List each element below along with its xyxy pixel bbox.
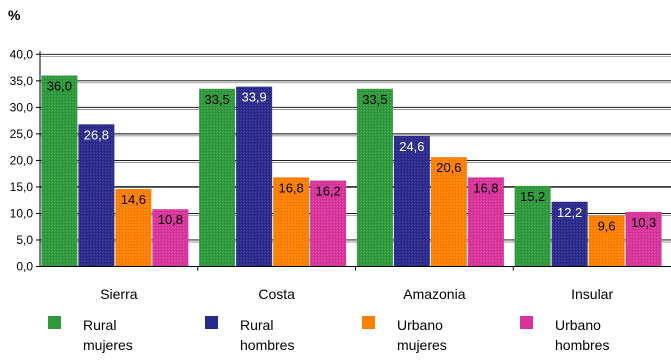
legend-swatch	[48, 316, 61, 329]
bar-texture	[152, 209, 189, 267]
bar-texture	[356, 88, 393, 267]
data-label: 16,8	[278, 180, 303, 195]
legend-swatch	[205, 316, 218, 329]
data-label: 15,2	[520, 189, 545, 204]
bars: 36,0 26,8 14,6 10,8 33,5 33,9 16,8 16,2 33,5 24,6…	[41, 75, 662, 267]
data-label: 16,8	[473, 180, 498, 195]
bar-texture	[393, 135, 430, 267]
legend-item: Rural hombres	[205, 316, 294, 353]
bar-texture	[236, 86, 273, 267]
bar-texture	[588, 215, 625, 267]
y-tick-label: 0,0	[16, 260, 33, 274]
bar-texture	[310, 180, 347, 267]
x-tick-label: Amazonia	[403, 286, 465, 302]
y-tick-label: 25,0	[10, 127, 34, 141]
legend-label: Rural	[83, 317, 116, 333]
bar-texture	[41, 75, 78, 267]
data-label: 9,6	[598, 219, 616, 234]
legend-label: mujeres	[83, 337, 133, 353]
y-tick-label: 10,0	[10, 206, 34, 220]
legend-swatch	[362, 316, 375, 329]
legend-label: hombres	[555, 337, 609, 353]
y-tick-label: 30,0	[10, 100, 34, 114]
bar-texture	[115, 189, 152, 267]
legend-label: Urbano	[397, 317, 443, 333]
bar-texture	[78, 124, 115, 267]
bar-texture	[467, 177, 504, 267]
data-label: 12,2	[557, 205, 582, 220]
y-axis-label: %	[8, 7, 21, 23]
bar-texture	[273, 177, 310, 267]
gridlines	[40, 53, 671, 243]
x-tick-label: Insular	[571, 286, 613, 302]
legend-item: Urbano hombres	[520, 316, 609, 353]
data-label: 16,2	[315, 184, 340, 199]
legend-label: Urbano	[555, 317, 601, 333]
data-label: 10,3	[631, 215, 656, 230]
x-axis: Sierra Costa Amazonia Insular	[39, 51, 671, 302]
bar-texture	[199, 88, 236, 267]
bar-texture	[625, 211, 662, 267]
y-axis-ticks: 0,0 5,0 10,0 15,0 20,0 25,0 30,0 35,0 40,0	[10, 47, 40, 274]
legend-item: Urbano mujeres	[362, 316, 447, 353]
data-label: 14,6	[121, 192, 146, 207]
data-label: 33,9	[241, 90, 266, 105]
x-tick-label: Sierra	[100, 286, 138, 302]
data-label: 33,5	[204, 92, 229, 107]
legend-label: Rural	[240, 317, 273, 333]
data-label: 20,6	[436, 160, 461, 175]
x-tick-label: Costa	[258, 286, 295, 302]
legend-label: mujeres	[397, 337, 447, 353]
data-label: 26,8	[84, 127, 109, 142]
bar-texture	[551, 201, 588, 267]
data-label: 36,0	[47, 79, 72, 94]
y-tick-label: 5,0	[16, 233, 33, 247]
bar-texture	[430, 157, 467, 267]
legend-item: Rural mujeres	[48, 316, 133, 353]
y-tick-label: 15,0	[10, 180, 34, 194]
data-label: 33,5	[362, 92, 387, 107]
legend-label: hombres	[240, 337, 294, 353]
bar-texture	[514, 185, 551, 267]
y-tick-label: 35,0	[10, 74, 34, 88]
y-tick-label: 40,0	[10, 47, 34, 61]
data-label: 10,8	[158, 212, 183, 227]
data-label: 24,6	[399, 139, 424, 154]
legend: RuralmujeresRuralhombresUrbanomujeresUrb…	[48, 316, 609, 353]
legend-swatch	[520, 316, 533, 329]
y-tick-label: 20,0	[10, 153, 34, 167]
